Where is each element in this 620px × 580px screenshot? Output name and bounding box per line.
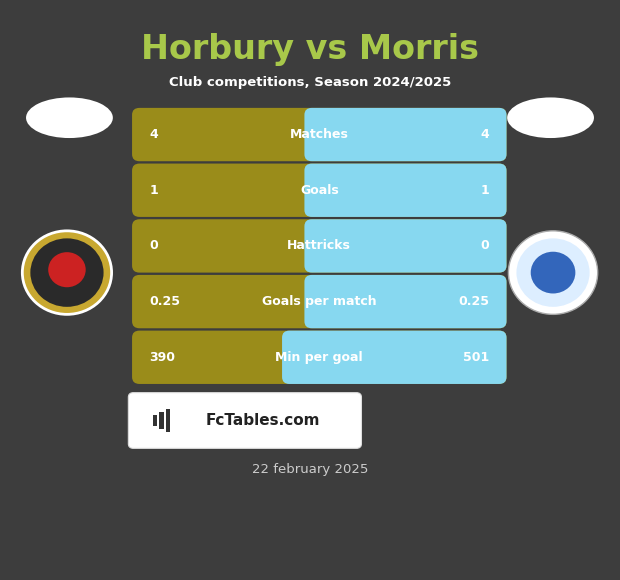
- Circle shape: [30, 238, 104, 307]
- Text: 501: 501: [463, 351, 489, 364]
- Bar: [312, 171, 323, 210]
- Circle shape: [508, 231, 598, 314]
- Circle shape: [48, 252, 86, 287]
- FancyBboxPatch shape: [304, 108, 507, 161]
- FancyBboxPatch shape: [132, 275, 507, 328]
- FancyBboxPatch shape: [282, 331, 507, 384]
- Text: Hattricks: Hattricks: [287, 240, 352, 252]
- FancyBboxPatch shape: [304, 219, 507, 273]
- Text: 22 february 2025: 22 february 2025: [252, 463, 368, 476]
- Bar: [159, 412, 164, 429]
- Circle shape: [531, 252, 575, 293]
- Bar: [312, 226, 323, 266]
- Text: Club competitions, Season 2024/2025: Club competitions, Season 2024/2025: [169, 76, 451, 89]
- Text: 4: 4: [480, 128, 489, 141]
- Text: 0: 0: [480, 240, 489, 252]
- Text: 0.25: 0.25: [458, 295, 489, 308]
- Circle shape: [516, 238, 590, 307]
- Text: 1: 1: [480, 184, 489, 197]
- Text: 0: 0: [149, 240, 158, 252]
- Text: FcTables.com: FcTables.com: [205, 413, 320, 428]
- Text: 0.25: 0.25: [149, 295, 180, 308]
- Bar: [312, 282, 323, 321]
- FancyBboxPatch shape: [304, 164, 507, 217]
- FancyBboxPatch shape: [132, 331, 507, 384]
- Text: Goals: Goals: [300, 184, 339, 197]
- Bar: [290, 338, 301, 377]
- Text: Matches: Matches: [290, 128, 348, 141]
- Ellipse shape: [26, 97, 113, 138]
- Text: 390: 390: [149, 351, 175, 364]
- Text: Min per goal: Min per goal: [275, 351, 363, 364]
- Text: Goals per match: Goals per match: [262, 295, 376, 308]
- FancyBboxPatch shape: [132, 219, 507, 273]
- Circle shape: [22, 231, 112, 314]
- Bar: [166, 409, 170, 432]
- FancyBboxPatch shape: [128, 393, 361, 448]
- FancyBboxPatch shape: [132, 108, 507, 161]
- FancyBboxPatch shape: [304, 275, 507, 328]
- Ellipse shape: [507, 97, 594, 138]
- Text: 4: 4: [149, 128, 158, 141]
- FancyBboxPatch shape: [132, 164, 507, 217]
- Bar: [312, 115, 323, 154]
- Text: 1: 1: [149, 184, 158, 197]
- Bar: [153, 415, 157, 426]
- Text: Horbury vs Morris: Horbury vs Morris: [141, 33, 479, 66]
